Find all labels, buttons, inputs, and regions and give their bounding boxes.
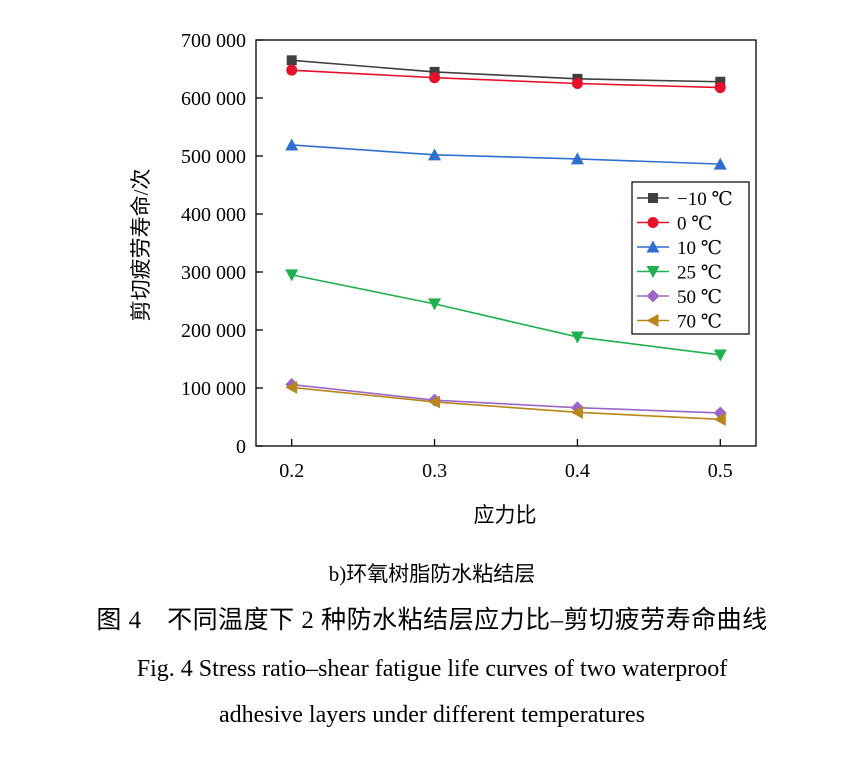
legend-item: 25 ℃ — [637, 263, 722, 284]
y-tick-label: 200 000 — [181, 320, 246, 342]
legend-swatch-marker — [647, 217, 659, 228]
data-point — [286, 55, 297, 66]
data-point — [429, 66, 440, 77]
y-tick-label: 600 000 — [181, 88, 246, 110]
series-1 — [286, 55, 726, 87]
y-axis-title: 剪切疲劳寿命/次 — [129, 169, 153, 322]
x-tick-label: 0.4 — [565, 460, 590, 482]
series-4 — [285, 269, 727, 362]
series-line — [291, 274, 721, 356]
y-tick-label: 0 — [236, 436, 246, 458]
legend-swatch-marker — [646, 314, 659, 327]
series-6 — [285, 380, 726, 426]
figure-caption-chinese: 图 4 不同温度下 2 种防水粘结层应力比–剪切疲劳寿命曲线 — [96, 607, 768, 634]
legend: −10 ℃ 0 ℃ 10 ℃ 25 ℃ 50 ℃ 70 ℃ — [631, 181, 750, 335]
x-tick-label: 0.3 — [422, 460, 447, 482]
y-tick-label: 300 000 — [181, 262, 246, 284]
plot-frame — [255, 39, 757, 447]
x-tick-label: 0.2 — [279, 460, 304, 482]
data-point — [713, 349, 727, 362]
legend-item: 70 ℃ — [637, 312, 722, 333]
x-axis-ticks: 0.2 0.3 0.4 0.5 — [279, 439, 733, 482]
data-point — [570, 331, 584, 344]
y-tick-label: 100 000 — [181, 378, 246, 400]
data-point — [428, 395, 441, 409]
y-tick-label: 700 000 — [181, 30, 246, 52]
series-line — [291, 383, 721, 414]
figure-caption-english-line1: Fig. 4 Stress ratio–shear fatigue life c… — [136, 656, 728, 682]
data-point — [570, 405, 583, 419]
series-2 — [286, 64, 726, 94]
series-3 — [285, 138, 727, 170]
data-point — [713, 157, 727, 170]
data-point — [571, 78, 583, 89]
y-tick-label: 400 000 — [181, 204, 246, 226]
y-tick-label: 500 000 — [181, 146, 246, 168]
legend-swatch-marker — [646, 240, 660, 253]
data-point — [428, 298, 442, 311]
data-point — [715, 76, 726, 87]
legend-item: 50 ℃ — [637, 287, 722, 308]
figure-caption-english-line2: adhesive layers under different temperat… — [218, 702, 646, 728]
legend-swatch-marker — [646, 289, 660, 303]
legend-item: 10 ℃ — [637, 238, 722, 259]
data-point — [714, 82, 726, 94]
y-axis-ticks: 0 100 000 200 000 300 000 400 000 500 000 600 … — [181, 30, 263, 458]
legend-label: −10 ℃ — [677, 189, 733, 210]
series-layer — [285, 55, 727, 426]
legend-label: 50 ℃ — [677, 287, 722, 308]
x-axis-title: 应力比 — [474, 503, 537, 527]
data-point — [429, 72, 441, 84]
data-point — [285, 269, 299, 282]
series-line — [291, 69, 721, 89]
chart: 0 100 000 200 000 300 000 400 000 500 000 600 … — [129, 30, 757, 527]
subfigure-caption: b)环氧树脂防水粘结层 — [328, 562, 536, 586]
data-point — [285, 138, 299, 151]
series-5 — [285, 378, 727, 420]
legend-swatch-marker — [646, 266, 660, 278]
legend-item: 0 ℃ — [637, 214, 713, 235]
legend-item: −10 ℃ — [637, 189, 733, 210]
data-point — [713, 412, 726, 426]
legend-box — [631, 181, 750, 335]
data-point — [428, 148, 442, 161]
legend-label: 10 ℃ — [677, 238, 722, 259]
data-point — [285, 380, 298, 394]
legend-label: 70 ℃ — [677, 312, 722, 333]
data-point — [570, 152, 584, 165]
series-line — [291, 144, 721, 165]
x-tick-label: 0.5 — [708, 460, 733, 482]
legend-swatch-marker — [648, 193, 658, 203]
series-line — [291, 59, 721, 83]
legend-label: 0 ℃ — [677, 214, 713, 235]
series-line — [291, 386, 721, 421]
data-point — [286, 64, 298, 76]
legend-label: 25 ℃ — [677, 263, 722, 284]
